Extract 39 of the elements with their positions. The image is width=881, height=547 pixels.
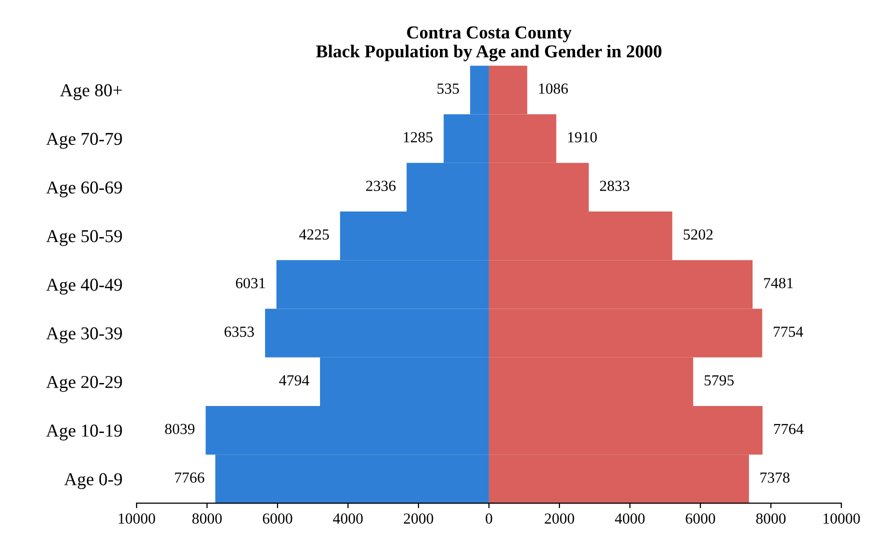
data-label: 7764 (774, 424, 804, 434)
x-tick-label: 8000 (192, 513, 222, 524)
y-tick-label: Age 10-19 (46, 424, 122, 440)
data-label: 7481 (764, 278, 793, 288)
data-label: 5202 (684, 229, 713, 240)
chart-title: Contra Costa County Black Population by Age and Gender in 2000 (316, 26, 662, 62)
x-tick-label: 10000 (824, 513, 860, 524)
x-tick-label: 4000 (614, 513, 645, 524)
data-label: 535 (438, 84, 459, 94)
data-label: 2833 (600, 180, 630, 192)
x-tick-label: 2000 (404, 513, 434, 524)
data-label: 1285 (404, 132, 433, 142)
x-tick-label: 10000 (118, 513, 156, 524)
y-tick-label: Age 60-69 (46, 181, 122, 198)
y-tick-label: Age 20-29 (46, 376, 122, 392)
x-tick-label: 6000 (686, 513, 716, 524)
y-tick-label: Age 70-79 (46, 132, 122, 149)
data-label: 5795 (704, 375, 734, 386)
data-label: 7378 (760, 472, 790, 483)
data-label: 2336 (366, 180, 396, 192)
data-label: 4225 (299, 229, 329, 240)
x-tick-label: 4000 (333, 513, 363, 524)
y-tick-label: Age 40-49 (46, 278, 122, 295)
data-label: 1086 (539, 83, 568, 94)
y-tick-label: Age 80+ (60, 84, 122, 100)
y-tick-label: Age 30-39 (46, 327, 122, 344)
data-label: 7754 (774, 326, 804, 337)
data-label: 7766 (175, 472, 204, 483)
data-label: 4794 (279, 375, 310, 386)
data-label: 6353 (224, 326, 254, 337)
y-tick-label: Age 50-59 (46, 230, 122, 246)
data-label: 8039 (165, 424, 194, 434)
x-tick-label: 2000 (544, 513, 574, 524)
x-tick-label: 6000 (262, 513, 292, 524)
y-tick-label: Age 0-9 (64, 473, 122, 490)
x-tick-label: 0 (486, 513, 492, 524)
x-tick-label: 8000 (756, 513, 786, 524)
data-label: 1910 (568, 132, 597, 142)
data-label: 6031 (236, 278, 265, 288)
